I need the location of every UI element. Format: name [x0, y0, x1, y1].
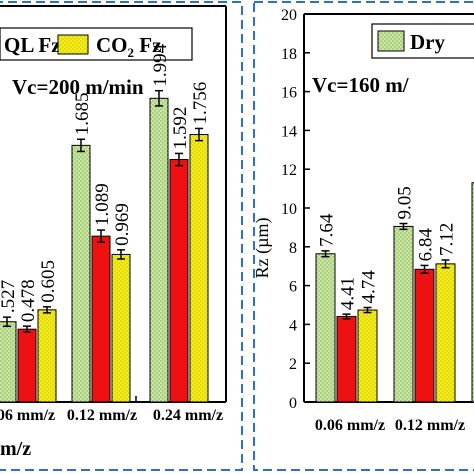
- bar: [393, 225, 414, 403]
- y-tick-label: 2: [289, 356, 297, 373]
- bar: [17, 328, 37, 403]
- right-y-axis-label: Rz (µm): [252, 218, 273, 279]
- data-label: 9.05: [395, 186, 416, 219]
- bar: [336, 315, 357, 403]
- bar: [169, 159, 189, 403]
- bar: [414, 268, 435, 403]
- bar: [189, 134, 209, 403]
- left-chart: QL Fz CO2 Fz Vc=200 m/min .527 0.478 0.605…: [0, 5, 227, 460]
- y-tick-label: 4: [289, 317, 297, 334]
- x-tick-label: .06 mm/z: [0, 407, 55, 424]
- y-tick-label: 12: [281, 162, 297, 179]
- x-tick-label: 0.12 mm/z: [395, 417, 465, 434]
- bar: [71, 144, 91, 403]
- left-legend-co2-label: CO2 Fz: [96, 33, 161, 60]
- right-legend-dry-label: Dry: [410, 30, 445, 54]
- bar: [149, 97, 169, 403]
- data-label: 1.685: [72, 93, 93, 136]
- data-label: .527: [0, 280, 19, 313]
- y-tick-label: 6: [289, 279, 297, 296]
- bar: [37, 309, 57, 403]
- data-label: 6.84: [416, 228, 437, 262]
- bar: [315, 253, 336, 403]
- left-condition-label: Vc=200 m/min: [12, 75, 144, 99]
- left-legend-box: [0, 27, 193, 61]
- data-label: 7.12: [437, 223, 458, 256]
- y-tick-label: 16: [281, 85, 297, 102]
- y-tick-label: 14: [281, 123, 297, 140]
- right-legend-dry-swatch: [377, 30, 405, 52]
- left-x-axis-fragment: m/z: [0, 438, 31, 460]
- data-label: 1.089: [92, 183, 113, 226]
- y-tick-label: 20: [281, 7, 297, 24]
- data-label: 0.605: [38, 260, 59, 303]
- data-label: 0.478: [18, 279, 39, 322]
- left-panel-frame: [0, 1, 243, 471]
- data-label: 1.994: [150, 43, 171, 86]
- left-legend-mql-label: QL Fz: [4, 33, 61, 57]
- data-label: 4.41: [338, 277, 359, 310]
- data-label: 4.74: [359, 270, 380, 304]
- bar: [111, 253, 131, 403]
- y-tick-label: 18: [281, 46, 297, 63]
- y-tick-label: 10: [281, 201, 297, 218]
- left-legend-co2-swatch: [57, 34, 89, 55]
- bar: [91, 235, 111, 403]
- data-label: 0.969: [112, 203, 133, 246]
- bar: [471, 182, 474, 403]
- right-panel-frame: [253, 1, 474, 471]
- x-tick-label: 0.24 mm/z: [153, 407, 223, 424]
- bar: [435, 263, 456, 403]
- data-label: 7.64: [317, 213, 338, 247]
- data-label: 1.756: [190, 82, 211, 125]
- bar: [0, 321, 17, 403]
- y-tick-label: 8: [289, 240, 297, 257]
- left-legend: QL Fz CO2 Fz: [0, 27, 193, 61]
- data-label: 1.592: [170, 107, 191, 150]
- y-tick-label: 0: [289, 395, 297, 412]
- x-tick-label: 0.06 mm/z: [315, 417, 385, 434]
- bar: [357, 309, 378, 403]
- x-tick-label: 0.12 mm/z: [67, 407, 137, 424]
- right-legend: Dry: [371, 23, 474, 59]
- right-condition-label: Vc=160 m/: [312, 73, 410, 97]
